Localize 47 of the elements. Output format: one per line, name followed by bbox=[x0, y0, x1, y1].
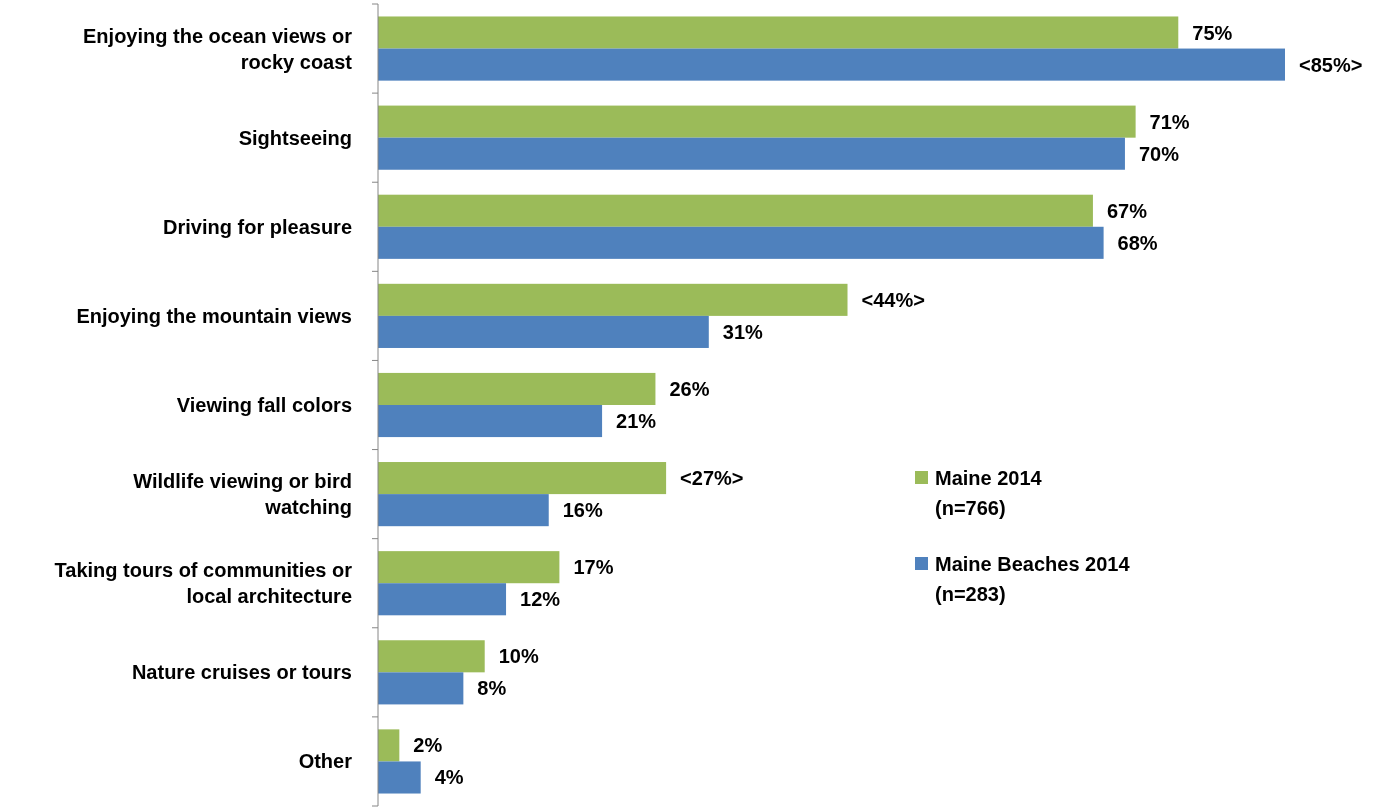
bar bbox=[378, 462, 667, 495]
data-label: 16% bbox=[562, 499, 603, 522]
data-label: 2% bbox=[413, 734, 443, 757]
y-tick-label: Enjoying the mountain views bbox=[76, 304, 352, 327]
data-label: <27%> bbox=[680, 467, 744, 490]
data-label: 12% bbox=[520, 588, 561, 611]
data-label: 75% bbox=[1192, 21, 1233, 44]
bar bbox=[378, 583, 507, 616]
data-label: 17% bbox=[573, 556, 614, 579]
data-label: 26% bbox=[669, 377, 710, 400]
data-label: 67% bbox=[1106, 199, 1148, 222]
y-tick-label: Taking tours of communities or local architecture bbox=[54, 559, 353, 608]
bar bbox=[378, 494, 549, 527]
bar bbox=[378, 761, 421, 794]
bar bbox=[378, 372, 656, 405]
bar bbox=[378, 137, 1125, 170]
bar bbox=[378, 283, 848, 316]
bar bbox=[378, 48, 1285, 81]
data-label: 70% bbox=[1138, 142, 1180, 165]
legend-label: Maine 2014 (n=766) bbox=[935, 467, 1043, 519]
data-label: <85%> bbox=[1299, 53, 1363, 76]
data-label: 68% bbox=[1117, 231, 1158, 254]
y-tick-label: Sightseeing bbox=[238, 126, 352, 149]
y-tick-label: Driving for pleasure bbox=[163, 215, 352, 238]
bar bbox=[378, 226, 1104, 259]
y-tick-label: Enjoying the ocean views or rocky coast bbox=[83, 24, 353, 73]
data-label: 4% bbox=[434, 766, 464, 789]
bar bbox=[378, 315, 709, 348]
bar bbox=[378, 105, 1136, 138]
y-tick-label: Nature cruises or tours bbox=[131, 661, 352, 684]
y-tick-label: Viewing fall colors bbox=[176, 394, 352, 416]
legend-label: Maine Beaches 2014 (n=283) bbox=[935, 553, 1131, 605]
data-label: 21% bbox=[616, 410, 657, 433]
y-tick-label: Other bbox=[298, 750, 353, 773]
data-label: <44%> bbox=[861, 288, 925, 311]
bar bbox=[378, 729, 400, 762]
data-label: 10% bbox=[498, 645, 539, 668]
y-tick-label: Wildlife viewing or bird watching bbox=[133, 470, 352, 519]
bar bbox=[378, 16, 1179, 49]
data-label: 31% bbox=[722, 320, 764, 343]
data-label: 8% bbox=[477, 677, 507, 700]
bar bbox=[378, 672, 464, 705]
bar bbox=[378, 551, 560, 584]
bar bbox=[378, 194, 1093, 227]
bar bbox=[378, 405, 603, 438]
bar bbox=[378, 640, 485, 673]
data-label: 71% bbox=[1149, 110, 1190, 133]
